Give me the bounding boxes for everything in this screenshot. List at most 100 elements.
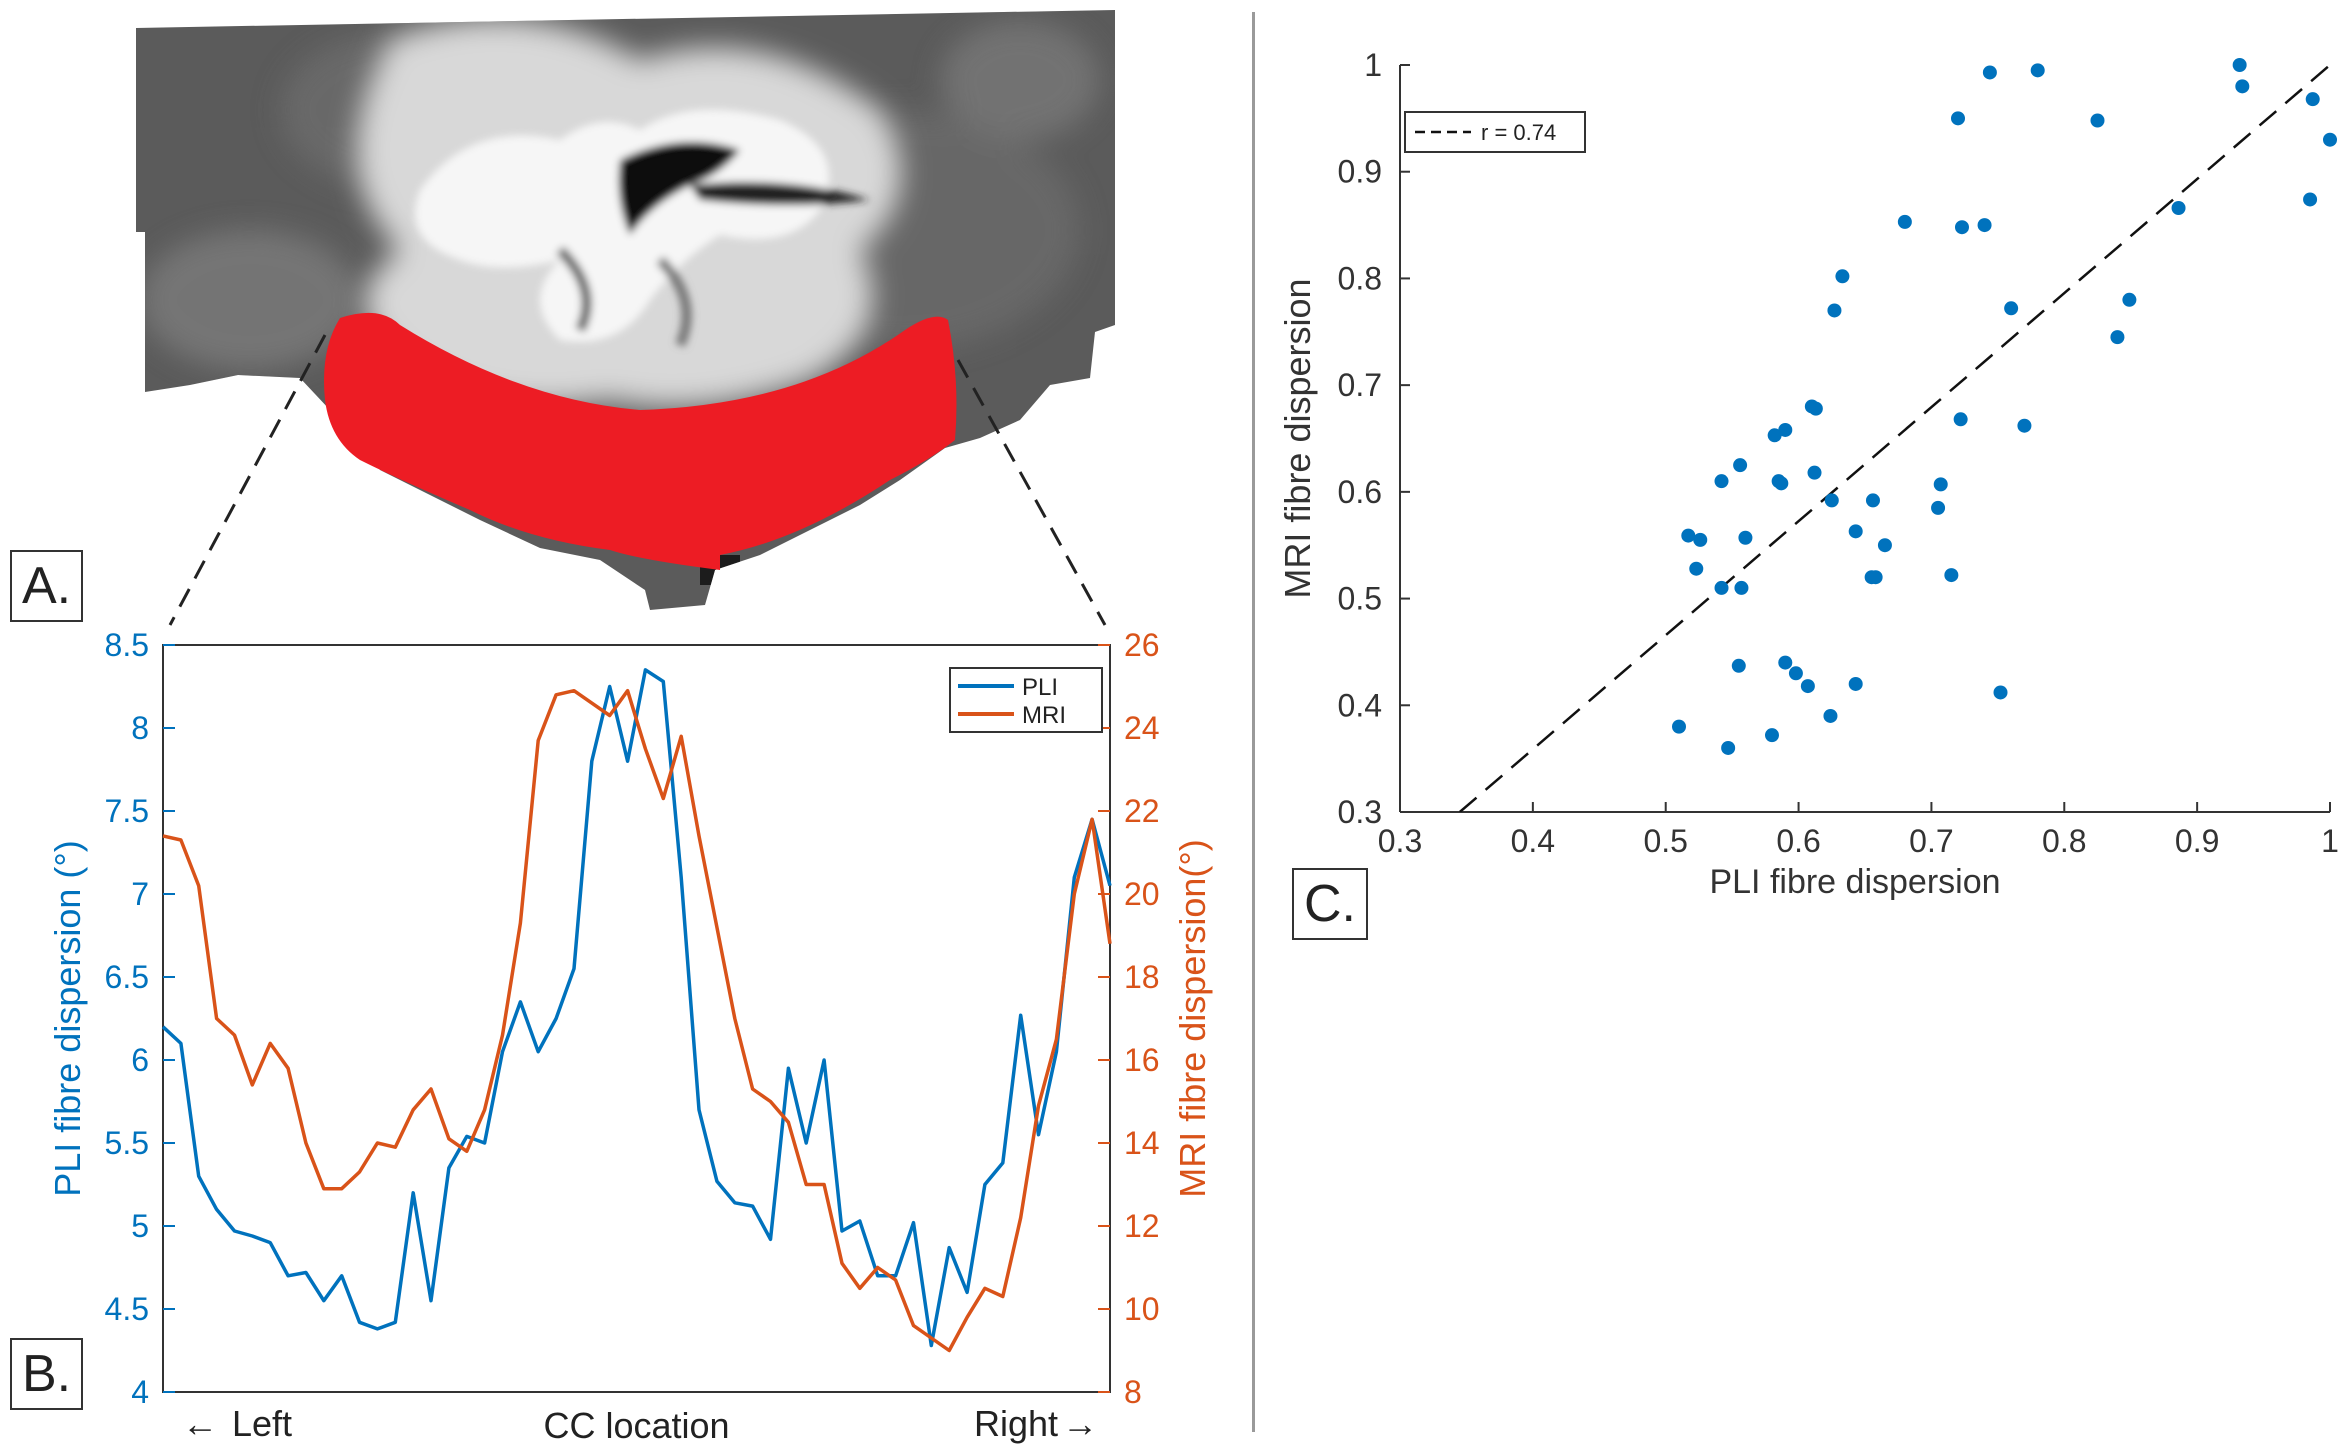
y-tick-label: 0.4 [1338,687,1382,723]
y-left-tick-label: 6 [131,1042,149,1078]
y-left-tick-label: 4 [131,1374,149,1410]
x-tick-label: 0.9 [2175,823,2219,859]
scatter-point [1848,524,1863,539]
scatter-point [1681,528,1696,543]
scatter-point [1823,708,1838,723]
y-left-axis-label: PLI fibre dispersion (°) [47,840,88,1197]
y-tick-label: 0.8 [1338,260,1382,296]
scatter-point [2122,292,2137,307]
scatter-point [2017,418,2032,433]
series-line-pli [161,668,1112,1348]
y-right-tick-label: 10 [1124,1291,1160,1327]
legend-label-pli: PLI [1022,674,1058,701]
scatter-point [1835,269,1850,284]
y-tick-label: 0.9 [1338,154,1382,190]
panel-divider [1252,12,1255,1432]
y-left-tick-label: 5 [131,1208,149,1244]
scatter-point [1865,493,1880,508]
legend-box-b [949,667,1103,733]
scatter-point [1788,666,1803,681]
scatter-point [1864,570,1879,585]
scatter-point [1734,580,1749,595]
y-tick-label: 0.6 [1338,474,1382,510]
y-left-tick-label: 4.5 [105,1291,149,1327]
y-right-tick-label: 24 [1124,710,1160,746]
scatter-point [2232,58,2247,72]
scatter-point [1693,532,1708,547]
x-right-end-label: Right [974,1403,1058,1444]
scatter-point [1778,422,1793,437]
scatter-point [1877,538,1892,553]
scatter-point [1733,458,1748,473]
scatter-point [2305,92,2320,107]
y-axis-label-c: MRI fibre dispersion [1277,278,1318,598]
axes-box-b [162,644,1111,1393]
scatter-point [1689,561,1704,576]
y-right-tick-label: 20 [1124,876,1160,912]
scatter-point [2110,330,2125,345]
connector-lines [168,334,1107,626]
y-left-tick-label: 8.5 [105,627,149,663]
scatter-point [1931,500,1946,515]
right-arrow-icon: → [1062,1403,1098,1444]
scatter-point [2030,63,2045,78]
scatter-point [1765,728,1779,743]
x-tick-label: 0.6 [1776,823,1820,859]
scatter-point [1848,676,1863,691]
x-tick-label: 1 [2321,823,2339,859]
x-axis-label-c: PLI fibre dispersion [1709,863,2000,901]
scatter-point [2323,132,2337,147]
scatter-point [2004,301,2019,316]
panel-a-label: A. [10,550,84,622]
y-right-tick-label: 12 [1124,1208,1160,1244]
y-tick-label: 0.3 [1338,794,1382,830]
scatter-point [1800,679,1815,694]
scatter-point [1771,474,1786,489]
y-right-tick-label: 16 [1124,1042,1160,1078]
y-tick-label: 0.7 [1338,367,1382,403]
scatter-point [1951,111,1965,126]
scatter-point [1977,218,1992,233]
y-right-tick-label: 14 [1124,1125,1160,1161]
panel-b-label: B. [10,1338,84,1410]
legend-label-fit: r = 0.74 [1481,120,1556,145]
fit-line [1458,65,2330,812]
series-line-mri [162,688,1112,1353]
x-tick-label: 0.4 [1511,823,1555,859]
x-tick-label: 0.8 [2042,823,2086,859]
left-arrow-icon: ← [182,1403,218,1444]
scatter-point [1714,474,1729,489]
y-right-tick-label: 22 [1124,793,1160,829]
scatter-point [1933,477,1948,492]
scatter-point [1944,568,1959,583]
x-tick-label: 0.7 [1909,823,1953,859]
scatter-point [2090,113,2105,128]
scatter-point [1897,214,1912,229]
y-right-tick-label: 26 [1124,627,1160,663]
scatter-point [1672,719,1686,734]
scatter-point [1954,220,1969,235]
legend-label-mri: MRI [1022,702,1066,729]
scatter-point [1808,401,1823,416]
scatter-point [2303,192,2318,207]
scatter-point [1738,530,1753,545]
scatter-point [2171,200,2186,215]
y-tick-label: 0.5 [1338,581,1382,617]
x-tick-label: 0.3 [1378,823,1422,859]
scatter-point [1982,65,1997,80]
scatter-point [1993,685,2008,700]
y-left-tick-label: 7.5 [105,793,149,829]
scatter-point [1714,580,1729,595]
y-right-axis-label: MRI fibre dispersion(°) [1172,839,1213,1198]
x-axis-label: CC location [543,1405,729,1446]
scatter-point [1778,655,1793,670]
y-tick-label: 1 [1364,47,1382,83]
panel-c-scatter-chart: 0.3 0.4 0.5 0.6 0.7 0.8 0.9 1 0.3 0.4 0.5 0.6 0.7 0.8… [1277,47,2339,901]
scatter-point [1721,740,1736,755]
panel-b-line-chart: 4 4.5 5 5.5 6 6.5 7 7.5 8 8.5 8 10 12 14 16 18 20 22 24 26 P… [47,627,1213,1446]
y-right-tick-label: 8 [1124,1374,1142,1410]
scatter-point [2235,79,2250,94]
scatter-point [1767,428,1782,443]
y-left-tick-label: 7 [131,876,149,912]
x-left-end-label: Left [232,1403,292,1444]
